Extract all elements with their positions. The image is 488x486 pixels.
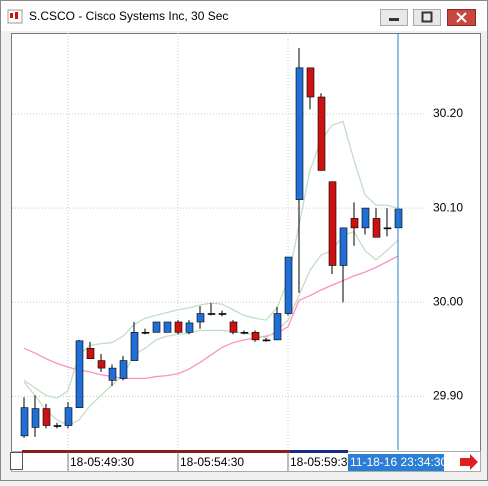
candle-body <box>130 332 139 361</box>
app-icon <box>7 9 23 24</box>
candle-body <box>108 367 117 381</box>
scroll-right-arrow[interactable] <box>460 454 478 470</box>
candle-body <box>64 407 73 426</box>
close-button[interactable] <box>447 9 476 26</box>
candle-body <box>119 360 128 379</box>
indicator-line <box>23 255 399 380</box>
candle-body <box>284 256 293 314</box>
candle-body <box>207 313 216 315</box>
chart-panel <box>11 33 481 452</box>
candle-body <box>163 321 172 333</box>
candle-body <box>152 321 161 333</box>
candle-body <box>97 360 106 369</box>
candle-body <box>251 332 260 341</box>
maximize-button[interactable] <box>413 9 441 26</box>
candle-body <box>295 67 304 200</box>
candle-body <box>20 407 29 437</box>
candle-body <box>141 332 150 334</box>
candle-body <box>75 340 84 408</box>
candle-body <box>383 227 392 230</box>
cursor-label-box <box>348 454 444 471</box>
candle-body <box>240 332 249 334</box>
candle-body <box>174 321 183 333</box>
candle-body <box>372 218 381 238</box>
candle-body <box>196 313 205 323</box>
price-label: 30.20 <box>433 106 463 120</box>
candle-body <box>328 181 337 266</box>
time-label: 18-05:49:30 <box>70 455 134 469</box>
candle-body <box>361 207 370 229</box>
cursor-label: 11-18-16 23:34:30 <box>350 455 448 469</box>
time-range-bar <box>22 450 290 453</box>
candle-body <box>317 96 326 171</box>
candle-body <box>185 322 194 333</box>
minimize-button[interactable] <box>380 9 408 26</box>
candle-body <box>262 339 271 342</box>
candle-body <box>86 348 95 359</box>
time-label: 18-05:54:30 <box>180 455 244 469</box>
candle-body <box>306 67 315 98</box>
candle-body <box>339 227 348 266</box>
candle-body <box>53 425 62 427</box>
candle-body <box>42 408 51 426</box>
candle-body <box>273 313 282 341</box>
window-title: S.CSCO - Cisco Systems Inc, 30 Sec <box>29 9 228 23</box>
plot: 29.90 30.00 30.10 30.20 18-05:49:30 18-05:54:… <box>12 33 463 471</box>
candle-body <box>218 313 227 315</box>
time-range-bar <box>290 450 348 453</box>
time-label: 18-05:59:30 <box>290 455 354 469</box>
candle-body <box>31 408 40 428</box>
price-label: 30.00 <box>433 294 463 308</box>
price-label: 29.90 <box>433 389 463 403</box>
candle-body <box>229 321 238 333</box>
scroll-thumb[interactable] <box>10 452 23 470</box>
candle-body <box>350 218 359 229</box>
price-label: 30.10 <box>433 200 463 214</box>
